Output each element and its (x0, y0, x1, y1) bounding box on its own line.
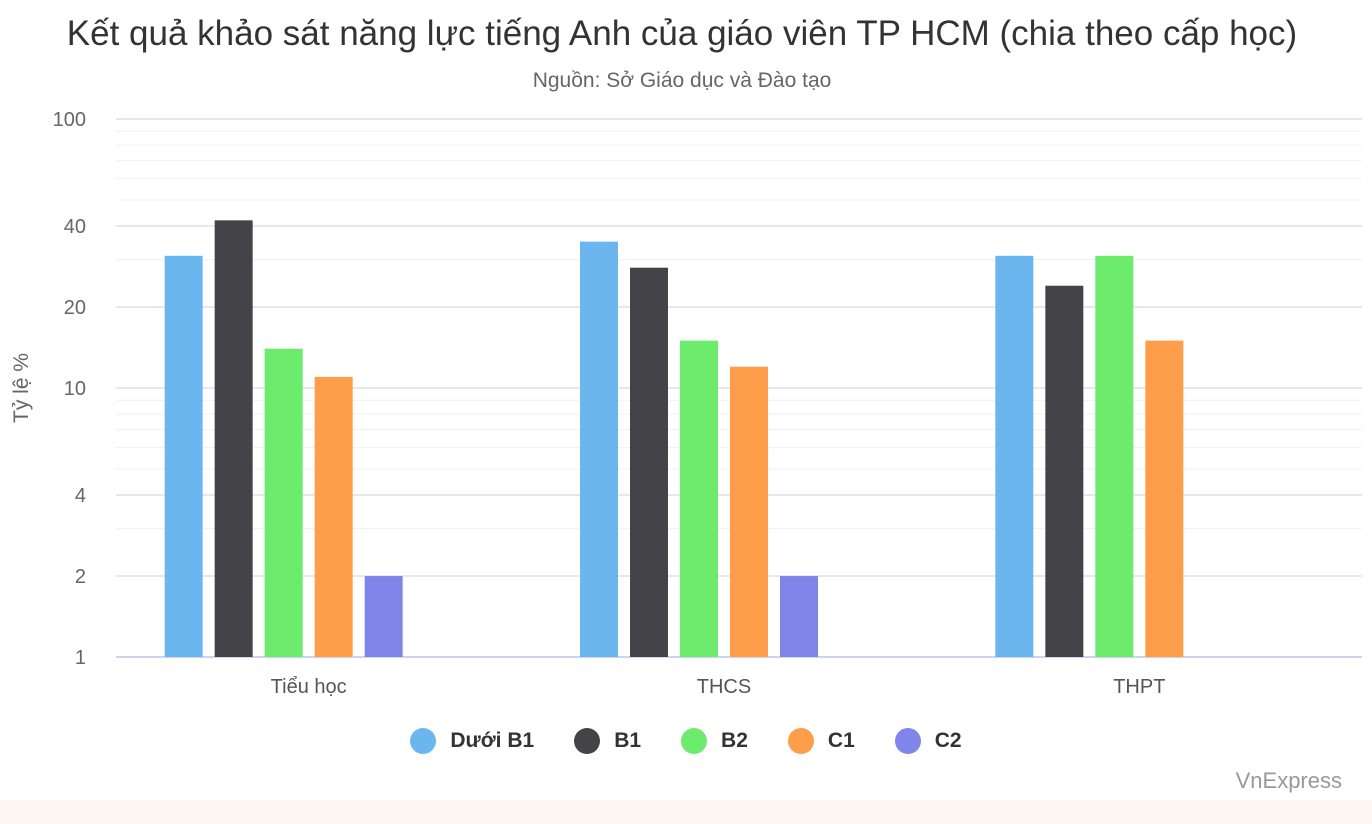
bar-c2-1[interactable] (780, 576, 818, 657)
y-tick-label: 100 (53, 109, 86, 131)
bar-c1-1[interactable] (730, 366, 768, 657)
x-tick-label: THCS (697, 676, 751, 698)
x-tick-label: Tiểu học (271, 676, 347, 698)
y-tick-label: 2 (75, 566, 86, 588)
bar-b2-2[interactable] (1095, 255, 1134, 657)
bar-c1-2[interactable] (1145, 340, 1184, 657)
y-tick-label: 40 (64, 216, 86, 238)
y-tick-label: 20 (64, 297, 86, 319)
x-axis: Tiểu học THCS THPT (271, 676, 1166, 698)
legend-label: C1 (827, 729, 855, 752)
legend-item[interactable]: B1 (568, 728, 647, 754)
chart-title: Kết quả khảo sát năng lực tiếng Anh của … (66, 14, 1298, 53)
bar-b1-0[interactable] (214, 220, 253, 657)
bar-b2-1[interactable] (680, 340, 718, 657)
legend-label: C2 (934, 729, 962, 752)
legend-label: B2 (721, 729, 748, 752)
legend-label: Dưới B1 (450, 729, 535, 752)
legend-swatch (894, 728, 921, 754)
bar-c2-0[interactable] (364, 576, 403, 657)
bar-c1-0[interactable] (314, 376, 353, 657)
legend-label: B1 (614, 729, 642, 752)
legend-item[interactable]: Dưới B1 (404, 728, 540, 754)
credit-label: VnExpress (1235, 768, 1342, 793)
legend-item[interactable]: C1 (782, 728, 861, 754)
bar-b1-2[interactable] (1045, 285, 1084, 657)
legend-swatch (410, 728, 437, 754)
y-tick-label: 4 (75, 485, 86, 507)
bar-b1-1[interactable] (630, 267, 668, 657)
bar-dưới-b1-1[interactable] (580, 241, 618, 657)
chart-subtitle: Nguồn: Sở Giáo dục và Đào tạo (532, 69, 832, 92)
y-tick-label: 10 (64, 378, 86, 400)
bar-dưới-b1-2[interactable] (995, 255, 1034, 657)
x-tick-label: THPT (1113, 676, 1165, 698)
legend: Dưới B1 B1 B2 C1 C2 (0, 728, 1372, 754)
legend-swatch (681, 728, 708, 754)
legend-swatch (787, 728, 814, 754)
y-axis-title: Tỷ lệ % (10, 353, 33, 423)
chart-card: Kết quả khảo sát năng lực tiếng Anh của … (0, 0, 1372, 800)
legend-item[interactable]: C2 (889, 728, 968, 754)
legend-swatch (574, 728, 601, 754)
y-tick-label: 1 (75, 647, 86, 669)
bars (164, 220, 1184, 657)
chart-plot-area: 1 2 4 10 20 40 100 Tiểu học THCS THPT Tỷ lệ % (10, 109, 1362, 698)
bar-b2-0[interactable] (264, 348, 303, 657)
bar-dưới-b1-0[interactable] (164, 255, 203, 657)
legend-item[interactable]: B2 (675, 728, 754, 754)
